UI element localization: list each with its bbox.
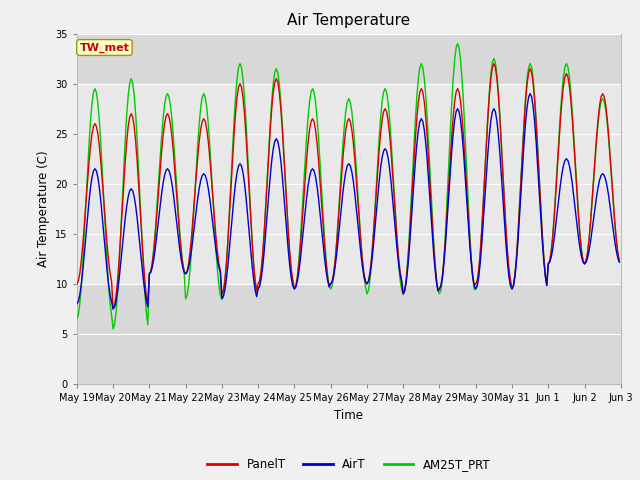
AM25T_PRT bbox=[109, 326, 117, 332]
Legend: PanelT, AirT, AM25T_PRT: PanelT, AirT, AM25T_PRT bbox=[203, 454, 495, 476]
PanelT bbox=[109, 306, 117, 312]
AM25T_PRT bbox=[73, 316, 81, 322]
AM25T_PRT bbox=[236, 61, 244, 67]
AirT bbox=[236, 161, 244, 167]
AirT bbox=[254, 286, 262, 292]
AirT bbox=[73, 301, 81, 307]
AM25T_PRT bbox=[254, 286, 262, 292]
AirT bbox=[588, 228, 596, 233]
PanelT bbox=[141, 277, 148, 283]
PanelT bbox=[312, 127, 319, 133]
AirT bbox=[616, 260, 623, 265]
Line: AirT: AirT bbox=[77, 94, 620, 309]
AM25T_PRT bbox=[454, 41, 461, 47]
Text: TW_met: TW_met bbox=[79, 42, 129, 53]
PanelT bbox=[264, 179, 271, 184]
AirT bbox=[526, 91, 534, 96]
Line: AM25T_PRT: AM25T_PRT bbox=[77, 44, 620, 329]
PanelT bbox=[236, 81, 244, 86]
AirT bbox=[264, 211, 271, 216]
AirT bbox=[109, 306, 117, 312]
PanelT bbox=[254, 281, 262, 287]
Bar bbox=[77, 84, 621, 284]
AM25T_PRT bbox=[312, 99, 319, 105]
Y-axis label: Air Temperature (C): Air Temperature (C) bbox=[36, 151, 50, 267]
PanelT bbox=[588, 198, 596, 204]
PanelT bbox=[616, 258, 623, 264]
X-axis label: Time: Time bbox=[334, 408, 364, 421]
AM25T_PRT bbox=[588, 200, 596, 205]
PanelT bbox=[490, 61, 498, 67]
Title: Air Temperature: Air Temperature bbox=[287, 13, 410, 28]
AirT bbox=[141, 288, 148, 294]
AM25T_PRT bbox=[616, 258, 623, 264]
PanelT bbox=[73, 281, 81, 287]
AM25T_PRT bbox=[264, 176, 271, 181]
AirT bbox=[312, 174, 319, 180]
Line: PanelT: PanelT bbox=[77, 64, 620, 309]
AM25T_PRT bbox=[141, 289, 148, 295]
